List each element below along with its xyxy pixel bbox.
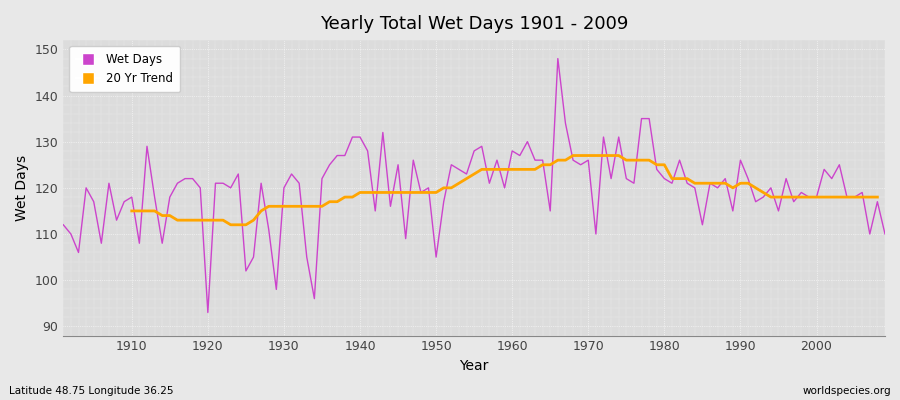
Title: Yearly Total Wet Days 1901 - 2009: Yearly Total Wet Days 1901 - 2009: [320, 15, 628, 33]
Y-axis label: Wet Days: Wet Days: [15, 155, 29, 221]
Legend: Wet Days, 20 Yr Trend: Wet Days, 20 Yr Trend: [69, 46, 180, 92]
X-axis label: Year: Year: [460, 359, 489, 373]
Text: Latitude 48.75 Longitude 36.25: Latitude 48.75 Longitude 36.25: [9, 386, 174, 396]
Text: worldspecies.org: worldspecies.org: [803, 386, 891, 396]
